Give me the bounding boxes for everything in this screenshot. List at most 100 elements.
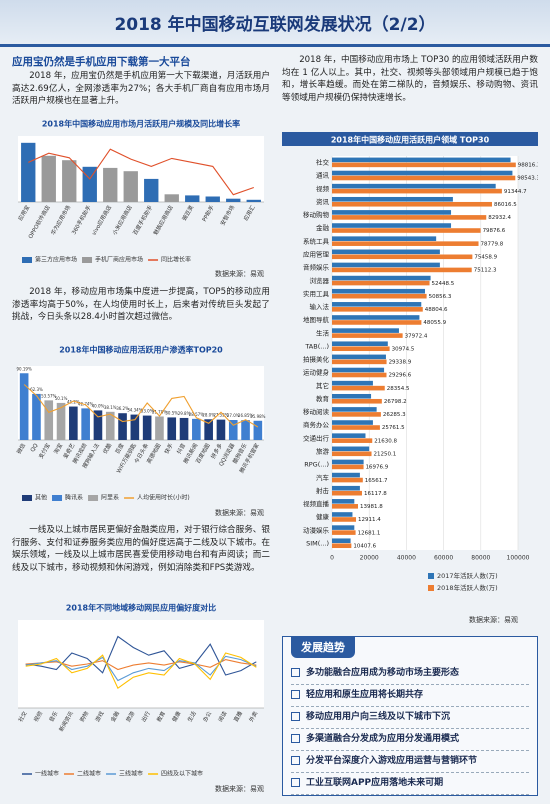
y-tick-label: 实用工具: [303, 289, 330, 298]
bar: [41, 155, 56, 202]
bar: [226, 198, 241, 202]
chart-source: 数据来源：易观: [215, 269, 264, 278]
y-tick-label: 地图导航: [303, 315, 330, 324]
x-tick-label: 优酷: [101, 441, 114, 455]
bar: [118, 413, 127, 440]
bar: [332, 346, 390, 352]
y-tick-label: 金融: [316, 223, 330, 232]
bar: [332, 341, 388, 347]
legend-swatch: [428, 585, 434, 591]
value-label: 42.74%: [78, 401, 93, 406]
legend-label: 腾讯系: [65, 494, 83, 502]
y-tick-label: 视频: [316, 184, 330, 193]
value-label: 30.5%: [165, 410, 178, 415]
value-label: 31.78%: [152, 409, 167, 414]
value-label: 98816.3: [518, 163, 538, 169]
value-label: 52448.5: [432, 281, 455, 287]
bar: [332, 398, 382, 404]
legend-swatch: [428, 573, 434, 579]
x-tick-label: 快手: [162, 441, 175, 455]
value-label: 45.2%: [67, 400, 80, 405]
legend-label: 同比增长率: [161, 256, 191, 264]
y-tick-label: 资讯: [316, 197, 330, 206]
value-label: 28.0%: [202, 412, 215, 417]
y-tick-label: RPG(...): [304, 461, 329, 469]
bar: [332, 241, 479, 246]
chart-source: 数据来源：易观: [469, 615, 518, 624]
header: 2018 年中国移动互联网发展状况（2/2）: [0, 0, 550, 47]
bar: [332, 477, 363, 483]
bar: [332, 254, 473, 260]
trend-item: 多功能融合应用成为移动市场主要形态: [291, 663, 529, 685]
value-label: 38.1%: [104, 405, 117, 410]
value-label: 29.8%: [178, 411, 191, 416]
section-heading: 应用宝仍然是手机应用下载第一大平台: [12, 56, 191, 68]
y-tick-label: 应用管理: [303, 250, 330, 259]
value-label: 16976.9: [366, 465, 389, 471]
value-label: 53.57%: [41, 393, 56, 398]
bar: [81, 408, 90, 440]
bar: [62, 160, 77, 202]
trend-item: 轻应用和原生应用将长期共存: [291, 685, 529, 707]
y-tick-label: 输入法: [310, 302, 330, 311]
paragraph: 2018 年，应用宝仍然是手机应用第一大下载渠道，月活跃用户高达2.69亿人，全…: [12, 71, 270, 106]
title-bg: [282, 132, 538, 146]
bar: [130, 414, 140, 440]
trend-item: 分发平台深度介入游戏应用运营与营销环节: [291, 751, 529, 773]
trend-item: 移动应用用户向三线及以下城市下沉: [291, 707, 529, 729]
chart-source: 数据来源：易观: [215, 784, 264, 793]
paragraph: 一线及以上城市居民更偏好金融类应用，对于银行综合服务、银行服务、支付和证券服务类…: [12, 525, 270, 573]
x-tick-label: 百度手机助手: [131, 203, 155, 236]
y-tick-label: 生活: [316, 328, 330, 337]
plot-bg: [18, 136, 264, 202]
bar: [332, 328, 399, 333]
bar: [332, 288, 425, 294]
legend-swatch: [22, 257, 32, 263]
value-label: 98543.3: [517, 176, 538, 182]
value-label: 28.57%: [189, 412, 204, 417]
value-label: 91344.7: [504, 189, 527, 195]
y-tick-label: 动漫娱乐: [303, 525, 330, 534]
bar: [32, 393, 41, 440]
bar: [56, 402, 66, 440]
legend-swatch: [88, 495, 99, 501]
bar: [332, 499, 355, 504]
bar: [332, 530, 356, 535]
x-tick-label: 旅游: [124, 709, 137, 723]
legend-label: 其他: [35, 494, 47, 502]
x-tick-label: QQ: [30, 442, 40, 453]
legend-swatch: [82, 257, 93, 263]
x-tick-label: 音乐: [47, 709, 60, 723]
y-tick-label: 通讯: [316, 171, 330, 180]
value-label: 29296.6: [388, 373, 411, 379]
bar: [105, 411, 115, 440]
x-tick-label: 健康: [170, 709, 183, 723]
legend-label: 四线及以下城市: [161, 770, 203, 778]
bar: [216, 419, 226, 440]
value-label: 28354.5: [387, 386, 410, 392]
legend-label: 2018年活跃人数(万): [437, 583, 498, 592]
y-tick-label: 其它: [316, 381, 329, 390]
bar: [332, 215, 487, 220]
bar: [332, 372, 387, 378]
bar: [332, 236, 437, 241]
x-tick-label: 20000: [360, 555, 379, 562]
x-tick-label: 小米应用商店: [110, 203, 134, 236]
bar: [103, 167, 118, 202]
x-tick-label: 阅读: [216, 709, 229, 723]
bar: [205, 196, 220, 202]
bar: [332, 438, 373, 443]
value-label: 25761.5: [382, 425, 405, 431]
bar: [332, 354, 386, 360]
value-label: 75458.9: [474, 254, 497, 260]
x-tick-label: 360手机助手: [70, 203, 93, 236]
plot-bg: [332, 156, 518, 550]
bar: [332, 262, 440, 268]
value-label: 33.0%: [141, 409, 154, 414]
value-label: 27.0%: [227, 413, 240, 418]
bar: [332, 157, 511, 163]
value-label: 26285.3: [383, 412, 406, 418]
series-line: [23, 384, 259, 428]
bar: [332, 385, 385, 391]
y-tick-label: 视频直播: [303, 499, 330, 508]
